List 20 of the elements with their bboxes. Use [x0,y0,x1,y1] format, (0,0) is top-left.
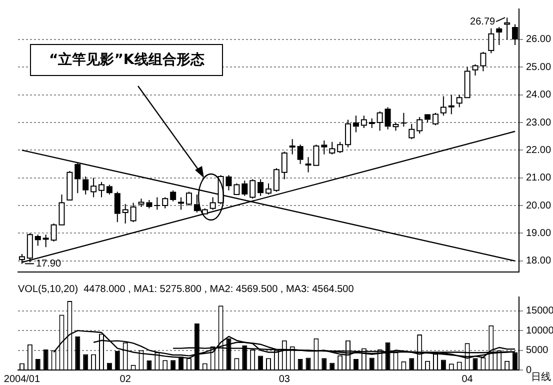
x-tick-label: 03 [278,374,290,385]
y-tick-label: 0 [526,364,532,376]
y-tick-label: 21.00 [526,172,552,184]
annotation: 26.79 [470,16,496,28]
chart-title: VOL(5,10,20) 4478.000 , MA1: 5275.800 , MA2: 4569.500 , MA3: 4564.500 [18,284,354,295]
annotation: 17.90 [36,258,62,270]
annotation: “立竿见影”K线组合形态 [30,44,224,76]
y-tick-label: 22.00 [526,144,552,156]
y-tick-label: 18.00 [526,256,552,267]
x-tick-label: 2004/01 [4,374,40,385]
y-tick-label: 20.00 [526,200,552,212]
y-tick-label: 23.00 [526,117,552,128]
x-tick-label: 04 [462,374,474,385]
y-tick-label: 19.00 [526,228,552,239]
y-tick-label: 25.00 [526,62,552,73]
x-tick-label: 02 [120,374,132,385]
y-tick-label: 24.00 [526,90,552,101]
text: 日线 [531,372,551,384]
y-tick-label: 5000 [526,345,549,356]
y-tick-label: 26.00 [526,34,552,46]
